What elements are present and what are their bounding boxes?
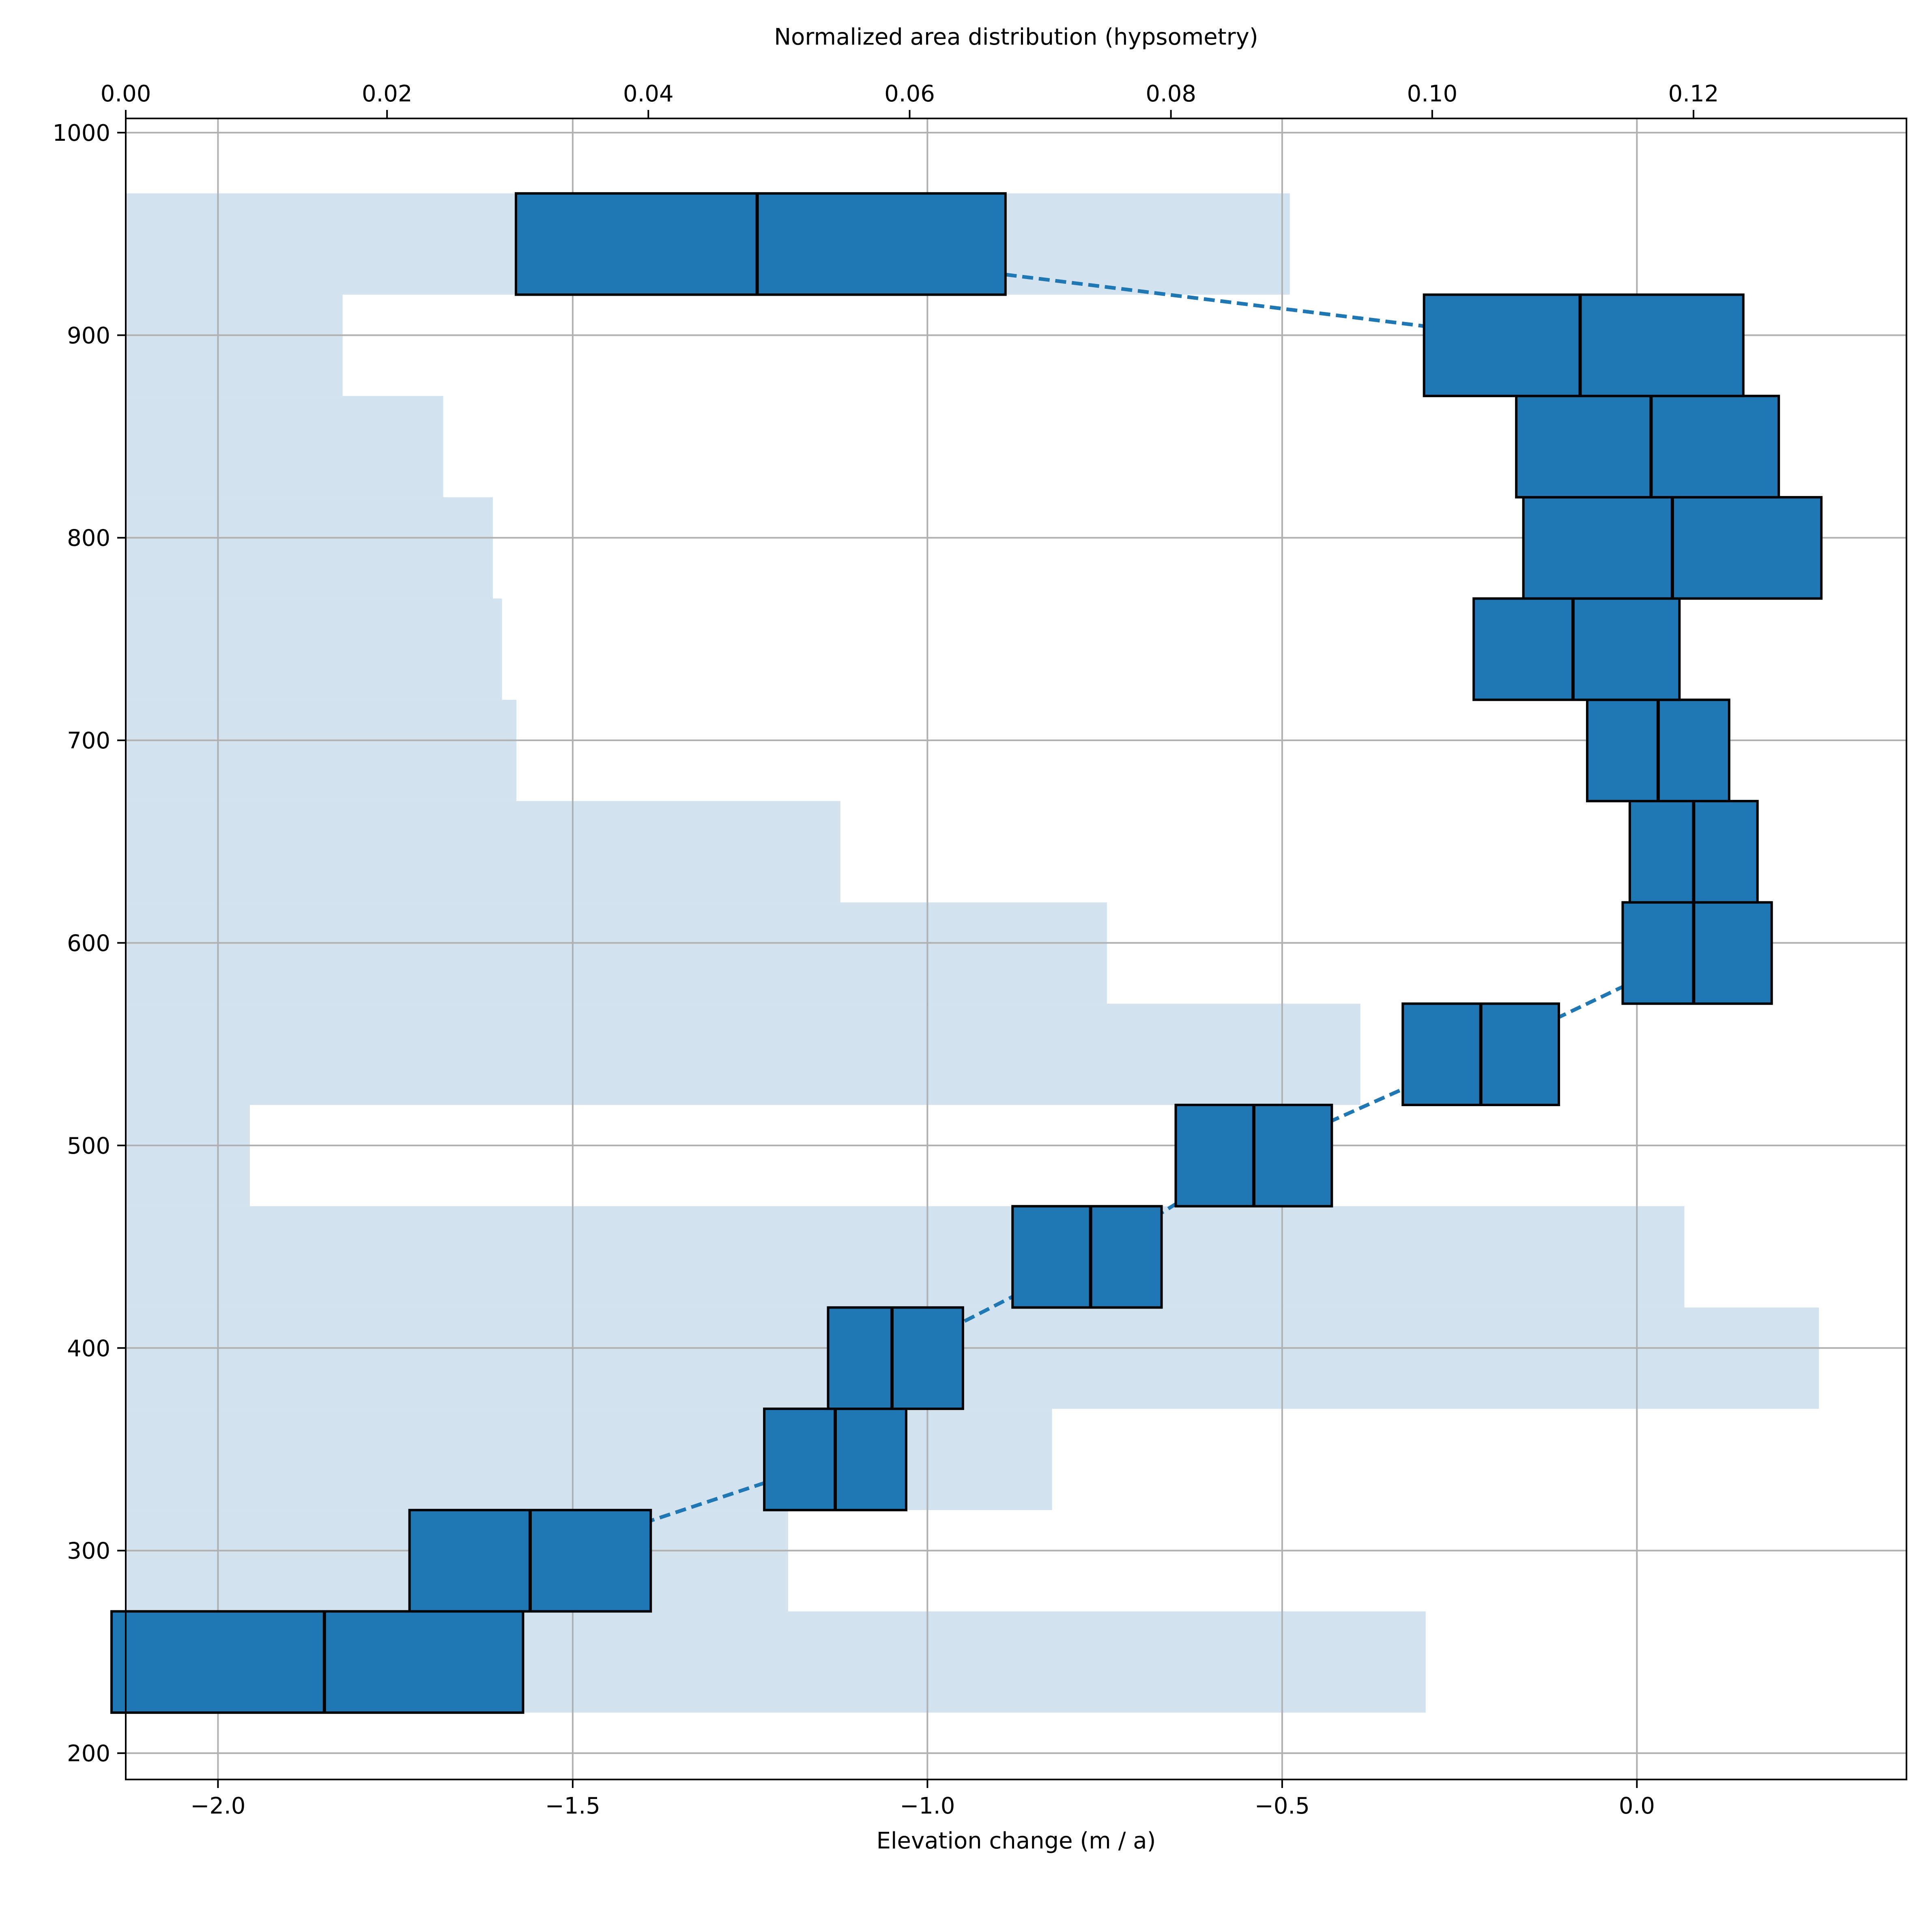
elevation-box [1423,293,1745,398]
hypsometry-bar [126,1206,1685,1308]
top-tick-label: 0.08 [1146,81,1196,107]
elevation-box [110,1610,524,1714]
y-tick-label: 400 [67,1335,110,1362]
hypsometry-bar [126,902,1107,1004]
y-tick-label: 500 [67,1133,110,1159]
x-tick-label: 0.0 [1619,1793,1655,1819]
hypsometry-bar [126,598,502,700]
elevation-box [514,192,1007,296]
y-tick-label: 700 [67,728,110,754]
box-layer [110,192,1823,1714]
elevation-box [1621,901,1773,1005]
y-tick-label: 600 [67,931,110,957]
x-tick-label: −1.5 [545,1793,600,1819]
top-tick-label: 0.00 [101,81,151,107]
ticks-layer: −2.0 −1.5 −1.0 −0.5 0.0 0.00 0.02 0.04 0.06 0.08 0… [52,81,1719,1819]
hypsometry-bar [126,294,343,396]
hypsometry-bar [126,700,517,801]
y-tick-label: 1000 [52,120,110,146]
hypsometry-bar [126,396,443,497]
hypsometry-bar [126,1105,250,1206]
x-tick-label: −0.5 [1255,1793,1310,1819]
y-tick-label: 300 [67,1538,110,1565]
top-tick-label: 0.10 [1407,81,1457,107]
elevation-box [1011,1205,1163,1309]
x-tick-label: −1.0 [900,1793,955,1819]
y-tick-label: 200 [67,1741,110,1767]
elevation-box [827,1306,964,1410]
hypsometry-bar [126,1409,1052,1510]
top-tick-label: 0.04 [623,81,674,107]
top-axis-label: Normalized area distribution (hypsometry… [774,24,1258,50]
x-axis-label: Elevation change (m / a) [877,1828,1156,1854]
hypsometry-bar [126,1307,1819,1409]
hypsometry-bar [126,801,840,903]
hypsometry-bar [126,1004,1360,1105]
plot-frame [125,118,1907,1780]
x-tick-label: −2.0 [190,1793,245,1819]
hypsometry-bar [126,497,493,599]
y-tick-label: 800 [67,525,110,552]
y-tick-label: 900 [67,322,110,349]
top-tick-label: 0.02 [362,81,413,107]
elevation-box [1515,395,1780,499]
hypsometry-layer [126,193,1819,1713]
top-tick-label: 0.12 [1668,81,1719,107]
elevation-box [1472,597,1681,701]
top-tick-label: 0.06 [884,81,935,107]
